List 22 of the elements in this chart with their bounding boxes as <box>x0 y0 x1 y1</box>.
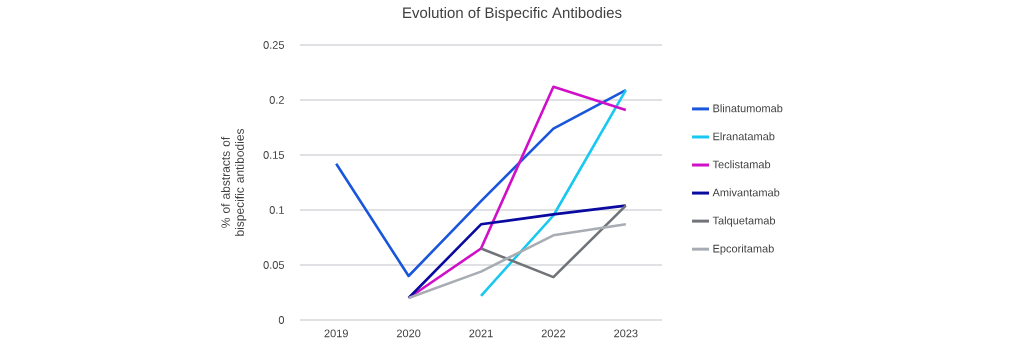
legend-label: Talquetamab <box>712 216 776 227</box>
legend-label: Amivantamab <box>712 188 780 197</box>
y-tick-label: 0.15 <box>263 151 285 159</box>
line-series <box>407 204 628 300</box>
x-tick-label: 2020 <box>396 329 421 338</box>
x-tick-label: 2019 <box>324 329 348 338</box>
y-tick-label: 0.25 <box>263 41 285 49</box>
x-tick-label: 2022 <box>541 329 566 338</box>
line-series <box>334 88 628 278</box>
y-tick-label: 0.05 <box>263 261 285 269</box>
legend-label: Teclistamab <box>712 160 771 169</box>
legend-label: Elranatamab <box>713 132 775 141</box>
y-axis-title: % of abstracts of bispecific antibodies <box>221 128 247 236</box>
y-tick-label: 0.2 <box>269 96 284 104</box>
line-series <box>407 223 628 300</box>
legend-label: Epcoritamab <box>713 244 774 255</box>
chart-title: Evolution of Bispecific Antibodies <box>403 7 622 21</box>
legend-label: Blinatumomab <box>713 104 783 113</box>
x-tick-label: 2023 <box>614 329 638 338</box>
x-tick-label: 2021 <box>469 329 493 338</box>
y-tick-label: 0 <box>278 316 285 324</box>
y-tick-label: 0.1 <box>269 206 284 214</box>
